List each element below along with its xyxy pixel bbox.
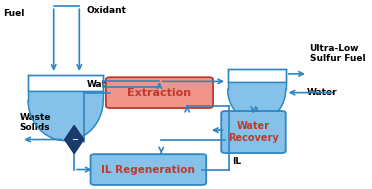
Text: Water
Recovery: Water Recovery — [228, 121, 279, 143]
Text: Fuel: Fuel — [3, 9, 25, 18]
Polygon shape — [28, 100, 103, 141]
Text: Waste
Solids: Waste Solids — [20, 113, 51, 132]
Bar — [228, 83, 286, 89]
Text: Water: Water — [306, 88, 337, 97]
Text: IL Regeneration: IL Regeneration — [102, 165, 195, 175]
Text: Extraction: Extraction — [128, 88, 192, 98]
FancyBboxPatch shape — [228, 69, 286, 82]
Text: Water: Water — [165, 156, 195, 165]
Bar — [28, 92, 103, 100]
Text: Ultra-Low
Sulfur Fuel: Ultra-Low Sulfur Fuel — [310, 43, 365, 63]
Text: −: − — [71, 135, 78, 144]
FancyBboxPatch shape — [106, 77, 213, 108]
Text: Water: Water — [87, 80, 118, 89]
FancyBboxPatch shape — [90, 154, 206, 185]
FancyBboxPatch shape — [28, 75, 103, 91]
FancyBboxPatch shape — [221, 111, 286, 153]
Text: IL: IL — [232, 157, 241, 166]
Text: Oxidant: Oxidant — [86, 6, 126, 15]
Polygon shape — [228, 89, 286, 122]
Polygon shape — [65, 125, 84, 154]
